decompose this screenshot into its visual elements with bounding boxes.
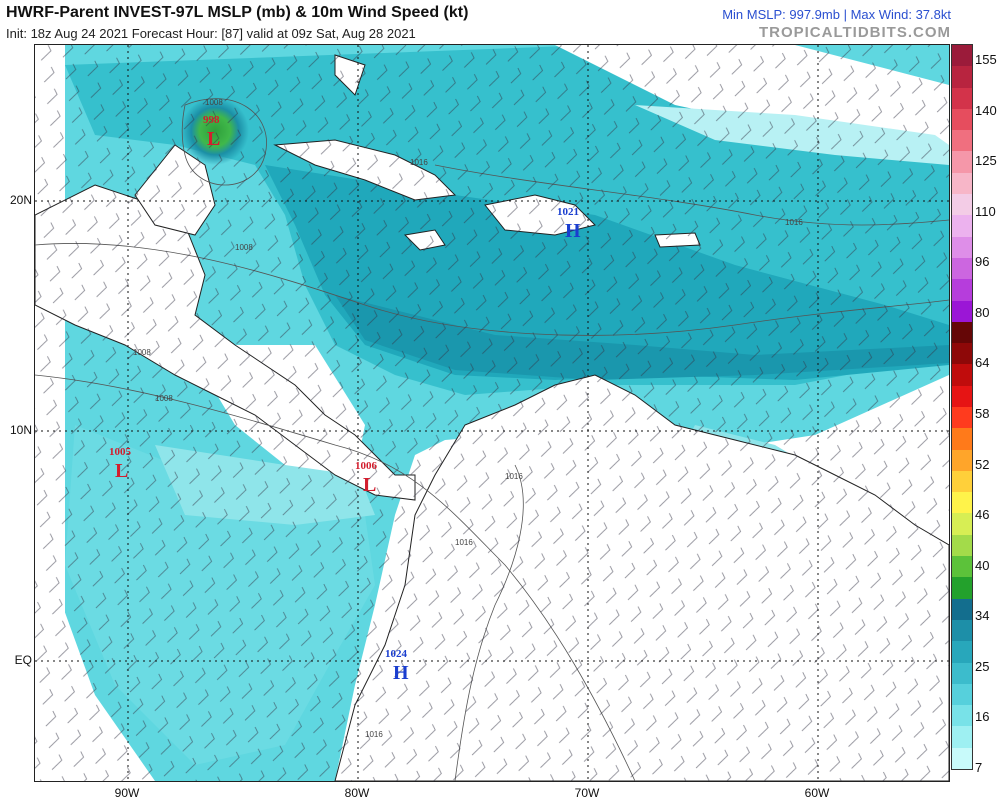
colorbar-label: 155 bbox=[975, 52, 997, 67]
low-pressure-center: 1005 L bbox=[109, 446, 132, 482]
svg-text:1006: 1006 bbox=[355, 460, 378, 472]
lon-label: 80W bbox=[344, 786, 370, 800]
colorbar-label: 52 bbox=[975, 456, 990, 472]
high-pressure-center: 1021 H bbox=[557, 206, 581, 242]
lon-label: 60W bbox=[804, 786, 830, 800]
colorbar-segment bbox=[952, 470, 972, 493]
colorbar-segment bbox=[952, 683, 972, 706]
isobar-label: 1016 bbox=[785, 218, 803, 227]
colorbar-segment bbox=[952, 300, 972, 323]
colorbar-segment bbox=[952, 513, 972, 536]
colorbar-segment bbox=[952, 66, 972, 89]
low-pressure-center: 1006 L bbox=[355, 460, 378, 496]
svg-text:H: H bbox=[565, 220, 581, 242]
svg-text:1021: 1021 bbox=[557, 206, 579, 218]
colorbar-label: 110 bbox=[975, 203, 996, 219]
colorbar-label: 80 bbox=[975, 304, 990, 320]
forecast-map: 1008 1008 1008 1008 1016 1016 1016 1016 … bbox=[34, 44, 950, 782]
colorbar-segment bbox=[952, 577, 972, 600]
lat-label: 10N bbox=[9, 423, 32, 437]
colorbar-segment bbox=[952, 492, 972, 514]
colorbar-label: 140 bbox=[975, 102, 997, 118]
colorbar-segment bbox=[952, 449, 972, 472]
wind-barbs bbox=[35, 45, 949, 781]
colorbar-label: 7 bbox=[975, 760, 983, 775]
isobar-label: 1008 bbox=[235, 243, 253, 252]
colorbar-segment bbox=[952, 257, 972, 280]
svg-text:L: L bbox=[115, 460, 128, 482]
svg-text:H: H bbox=[393, 662, 409, 684]
isobar-label: 1008 bbox=[205, 98, 223, 107]
colorbar-segment bbox=[952, 598, 972, 621]
colorbar-segment bbox=[952, 279, 972, 302]
isobar-label: 1016 bbox=[365, 730, 383, 739]
colorbar-segment bbox=[952, 747, 972, 770]
svg-text:L: L bbox=[207, 128, 220, 150]
colorbar-segment bbox=[952, 619, 972, 642]
colorbar-label: 16 bbox=[975, 709, 990, 725]
colorbar-segment bbox=[952, 45, 972, 67]
latlon-grid bbox=[35, 45, 949, 781]
chart-title: HWRF-Parent INVEST-97L MSLP (mb) & 10m W… bbox=[6, 4, 469, 21]
forecast-info: Init: 18z Aug 24 2021 Forecast Hour: [87… bbox=[6, 26, 416, 41]
isobar-label: 1016 bbox=[505, 472, 523, 481]
high-pressure-center: 1024 H bbox=[385, 648, 409, 684]
svg-text:1024: 1024 bbox=[385, 648, 408, 660]
colorbar-segment bbox=[952, 556, 972, 578]
colorbar-segment bbox=[952, 87, 972, 110]
colorbar-label: 40 bbox=[975, 557, 990, 573]
colorbar-segment bbox=[952, 705, 972, 727]
colorbar-segment bbox=[952, 662, 972, 685]
colorbar-label: 46 bbox=[975, 507, 990, 523]
lat-label: EQ bbox=[14, 653, 32, 667]
colorbar-segment bbox=[952, 385, 972, 408]
colorbar-label: 64 bbox=[975, 355, 990, 371]
colorbar-segment bbox=[952, 215, 972, 238]
svg-text:L: L bbox=[363, 474, 376, 496]
colorbar-segment bbox=[952, 194, 972, 216]
colorbar-segment bbox=[952, 428, 972, 451]
colorbar-segment bbox=[952, 726, 972, 749]
svg-text:1005: 1005 bbox=[109, 446, 132, 458]
map-canvas: 1008 1008 1008 1008 1016 1016 1016 1016 … bbox=[35, 45, 949, 781]
lon-label: 70W bbox=[574, 786, 600, 800]
colorbar-segment bbox=[952, 151, 972, 174]
colorbar-segment bbox=[952, 407, 972, 429]
lon-label: 90W bbox=[114, 786, 140, 800]
colorbar-segment bbox=[952, 343, 972, 365]
isobar-labels: 1008 1008 1008 1008 1016 1016 1016 1016 … bbox=[133, 98, 803, 739]
lat-label: 20N bbox=[9, 193, 32, 207]
colorbar-label: 125 bbox=[975, 153, 997, 169]
colorbar-label: 58 bbox=[975, 406, 990, 421]
colorbar-label: 34 bbox=[975, 608, 990, 624]
isobar-label: 1008 bbox=[155, 394, 173, 403]
colorbar-segment bbox=[952, 364, 972, 387]
colorbar-segment bbox=[952, 321, 972, 344]
svg-text:998: 998 bbox=[203, 114, 220, 126]
wind-speed-colorbar bbox=[951, 44, 973, 770]
isobar-label: 1016 bbox=[455, 538, 473, 547]
colorbar-label: 25 bbox=[975, 658, 990, 674]
colorbar-segment bbox=[952, 108, 972, 131]
isobar-label: 1008 bbox=[133, 348, 151, 357]
low-pressure-center: 998 L bbox=[203, 114, 220, 150]
colorbar-segment bbox=[952, 130, 972, 152]
isobar-label: 1016 bbox=[410, 158, 428, 167]
colorbar-segment bbox=[952, 172, 972, 195]
colorbar-label: 96 bbox=[975, 254, 990, 270]
pressure-centers: 998 L 1005 L 1006 L 1021 H 1024 H bbox=[109, 114, 581, 684]
site-brand[interactable]: TROPICALTIDBITS.COM bbox=[758, 24, 951, 41]
colorbar-segment bbox=[952, 534, 972, 557]
colorbar-segment bbox=[952, 236, 972, 259]
storm-stats: Min MSLP: 997.9mb | Max Wind: 37.8kt bbox=[722, 7, 951, 22]
colorbar-segment bbox=[952, 641, 972, 664]
